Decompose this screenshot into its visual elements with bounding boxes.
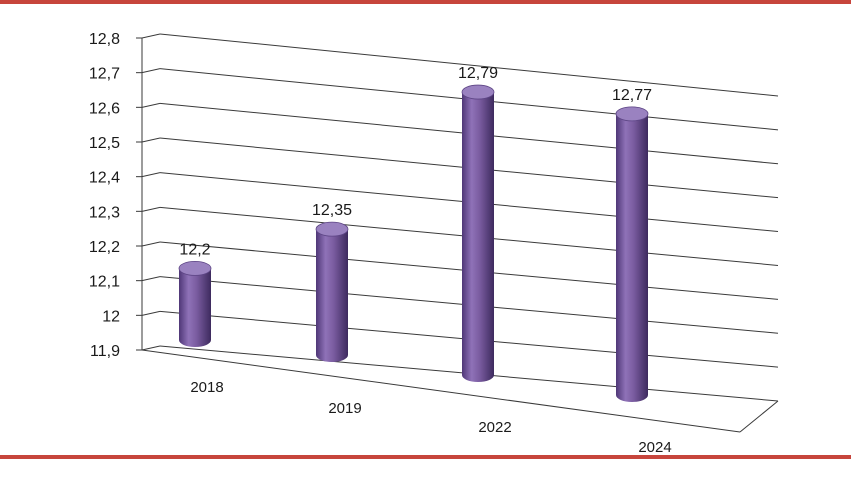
gridline-depth [141, 241, 161, 247]
x-tick-label: 2022 [478, 419, 511, 436]
gridline-depth [141, 345, 161, 351]
y-tick-label: 12,6 [89, 100, 120, 117]
gridline-depth [141, 68, 161, 74]
y-tick-label: 12 [102, 308, 120, 325]
y-tick-label: 12,8 [89, 31, 120, 48]
bar-2019 [315, 221, 349, 362]
gridline-depth [141, 276, 161, 282]
data-label: 12,35 [312, 202, 352, 219]
bar-top [615, 106, 649, 122]
y-tick-label: 12,3 [89, 204, 120, 221]
floor-right-edge [739, 400, 779, 433]
y-tick-label: 12,4 [89, 170, 120, 187]
bar-body [179, 268, 211, 347]
gridline-depth [141, 172, 161, 178]
bar-top [315, 221, 349, 237]
bar-2018 [178, 260, 212, 347]
bar-body [462, 92, 494, 383]
bar-2022 [461, 84, 495, 383]
gridline [159, 33, 779, 97]
bar-top [461, 84, 495, 100]
frame-top-border [0, 0, 851, 4]
y-tick-label: 12,5 [89, 135, 120, 152]
gridline-depth [141, 206, 161, 212]
gridline-depth [141, 137, 161, 143]
gridline-depth [141, 102, 161, 108]
y-tick-label: 12,7 [89, 66, 120, 83]
frame-bottom-border [0, 455, 851, 459]
data-label: 12,2 [179, 241, 210, 258]
y-tick-label: 12,1 [89, 274, 120, 291]
x-tick-label: 2024 [638, 439, 671, 456]
bar-2024 [615, 106, 649, 402]
y-tick-label: 12,2 [89, 239, 120, 256]
bar-body [616, 113, 648, 402]
x-tick-label: 2019 [328, 400, 361, 417]
gridline-depth [141, 310, 161, 316]
bar-body [316, 229, 348, 362]
bar-top [178, 260, 212, 276]
x-axis [141, 349, 741, 433]
y-tick-label: 11,9 [90, 343, 120, 360]
gridline-depth [141, 33, 161, 39]
data-label: 12,77 [612, 87, 652, 104]
data-label: 12,79 [458, 65, 498, 82]
x-tick-label: 2018 [190, 379, 223, 396]
